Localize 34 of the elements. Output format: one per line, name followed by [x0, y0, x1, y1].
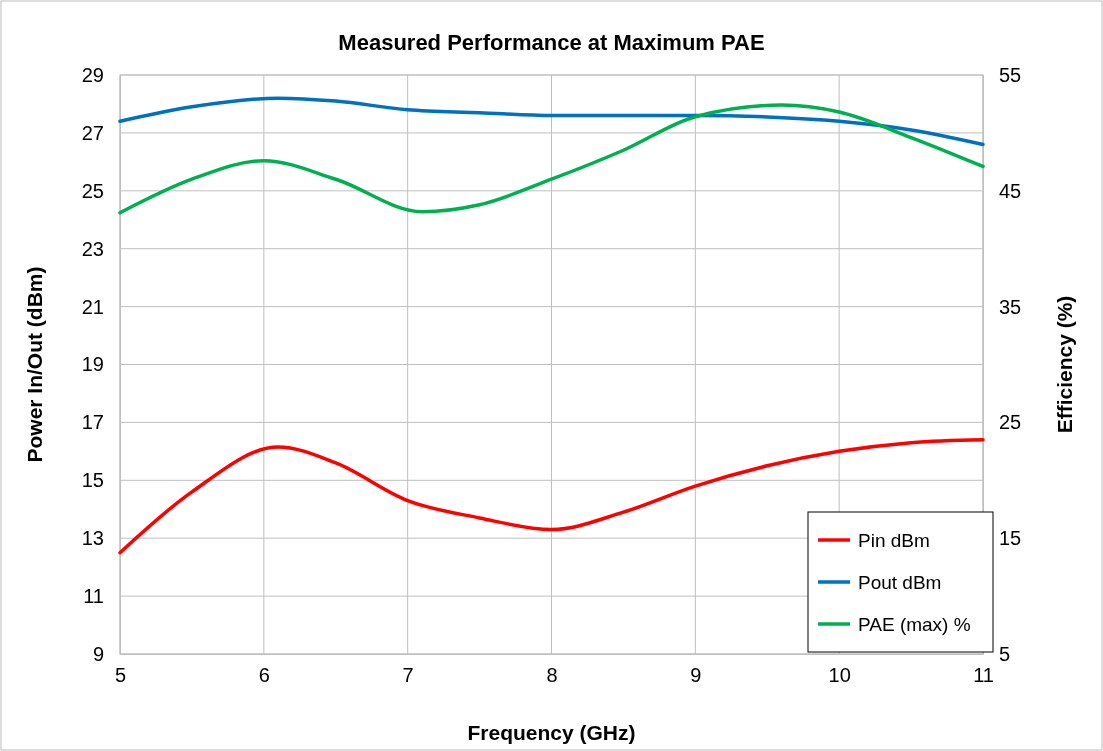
- y-tick-label: 29: [81, 63, 104, 86]
- line-series: [118, 96, 985, 147]
- x-tick-label: 8: [546, 664, 558, 687]
- y2-tick-label: 15: [999, 527, 1022, 550]
- y-tick-label: 15: [81, 469, 104, 492]
- y-tick-label: 25: [81, 179, 104, 202]
- y-tick-label: 11: [83, 585, 104, 607]
- line-series: [118, 103, 985, 215]
- x-tick-label: 9: [690, 664, 702, 687]
- y2-tick-label: 45: [999, 179, 1022, 202]
- y2-axis-title: Efficiency (%): [1053, 295, 1076, 434]
- y-tick-label: 17: [81, 411, 104, 434]
- x-axis-title: Frequency (GHz): [467, 721, 636, 744]
- y-tick-label: 9: [92, 642, 104, 665]
- chart-title: Measured Performance at Maximum PAE: [338, 30, 765, 55]
- y2-tick-label: 35: [999, 295, 1022, 318]
- legend-label: PAE (max) %: [858, 614, 971, 635]
- y-tick-label: 23: [81, 237, 104, 260]
- y-tick-label: 21: [81, 295, 104, 318]
- y2-tick-label: 5: [999, 642, 1011, 665]
- y-axis-title: Power In/Out (dBm): [23, 266, 46, 463]
- y2-tick-label: 55: [999, 63, 1022, 86]
- y-tick-label: 27: [81, 121, 104, 144]
- y-tick-label: 13: [81, 527, 104, 550]
- x-tick-label: 11: [973, 664, 994, 687]
- y-tick-label: 19: [81, 353, 104, 376]
- legend-label: Pout dBm: [858, 572, 942, 593]
- x-tick-label: 7: [402, 664, 414, 687]
- line-series: [118, 438, 985, 555]
- y2-tick-label: 25: [999, 411, 1022, 434]
- x-tick-label: 6: [258, 664, 270, 687]
- x-tick-label: 10: [828, 664, 851, 687]
- legend-label: Pin dBm: [858, 530, 930, 551]
- x-tick-label: 5: [114, 664, 127, 687]
